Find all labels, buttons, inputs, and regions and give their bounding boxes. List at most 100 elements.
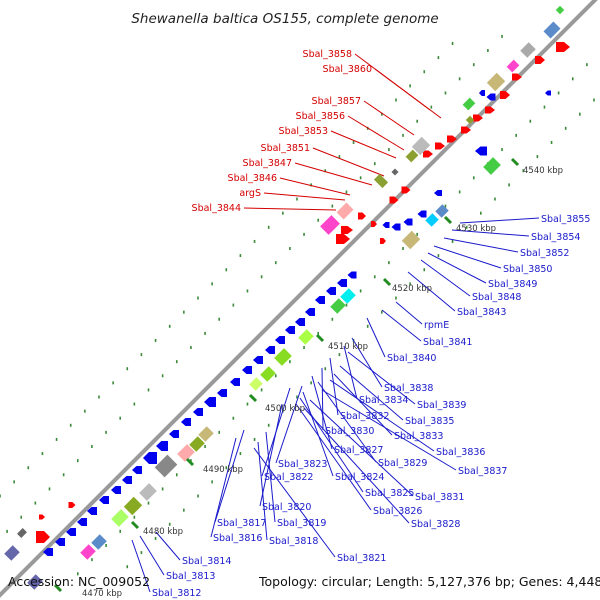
- gene-label-reverse: Sbal_3830: [325, 426, 374, 437]
- position-dot: [76, 572, 79, 576]
- position-dot: [458, 190, 461, 194]
- gene-arrow: [55, 538, 65, 546]
- position-dot: [501, 148, 503, 152]
- position-dot: [409, 282, 411, 286]
- gene-arrow: [371, 221, 377, 227]
- label-connector: [420, 259, 471, 297]
- gene-feature: [274, 348, 292, 366]
- gene-feature: [111, 509, 129, 527]
- gene-label-reverse: Sbal_3822: [264, 472, 313, 483]
- position-dot: [444, 204, 447, 208]
- position-dot: [529, 119, 532, 123]
- gene-label-reverse: Sbal_3831: [415, 492, 464, 503]
- gene-arrow: [347, 271, 357, 279]
- gene-label-reverse: Sbal_3824: [335, 472, 384, 483]
- position-dot: [373, 162, 376, 166]
- position-dot: [487, 49, 489, 53]
- gene-label-reverse: Sbal_3826: [373, 506, 422, 517]
- gene-label-reverse: Sbal_3814: [182, 556, 231, 567]
- gene-feature: [177, 444, 195, 462]
- position-dot: [140, 551, 143, 555]
- gene-feature: [298, 329, 314, 345]
- gene-feature: [462, 97, 476, 111]
- map-title: Shewanella baltica OS155, complete genom…: [131, 11, 438, 27]
- scale-label: 4520 kbp: [392, 284, 432, 294]
- position-dot: [154, 338, 157, 342]
- gene-label-reverse: Sbal_3836: [436, 447, 485, 458]
- position-dot: [119, 416, 122, 420]
- position-dot: [303, 232, 305, 236]
- position-dot: [27, 466, 30, 470]
- position-dot: [211, 282, 213, 286]
- position-dot: [154, 536, 157, 540]
- position-dot: [451, 239, 454, 243]
- position-dot: [402, 133, 404, 137]
- position-dot: [359, 289, 362, 293]
- gene-feature: [435, 204, 449, 218]
- position-dot: [557, 91, 560, 95]
- gene-label-forward: Sbal_3856: [296, 111, 345, 122]
- gene-label-reverse: Sbal_3838: [384, 383, 433, 394]
- position-dot: [381, 112, 383, 116]
- label-connector: [381, 309, 422, 342]
- position-dot: [508, 183, 510, 187]
- position-dot: [225, 268, 228, 272]
- label-connector: [443, 237, 519, 253]
- position-dot: [345, 303, 348, 307]
- gene-label-forward: Sbal_3853: [279, 126, 328, 137]
- gene-arrow: [295, 318, 305, 326]
- gene-arrow: [336, 234, 350, 244]
- gene-arrow: [87, 507, 97, 515]
- position-dot: [246, 402, 249, 406]
- gene-label-forward: Sbal_3844: [192, 203, 241, 214]
- position-dot: [289, 247, 291, 251]
- label-connector: [395, 301, 423, 325]
- position-dot: [444, 91, 447, 95]
- gene-arrow: [275, 336, 285, 344]
- gene-label-reverse: Sbal_3849: [488, 279, 537, 290]
- label-connector: [257, 441, 268, 541]
- position-dot: [430, 105, 433, 109]
- gene-feature: [555, 5, 565, 15]
- gene-label-reverse: rpmE: [424, 320, 449, 331]
- position-dot: [253, 437, 256, 441]
- position-dot: [366, 324, 369, 328]
- position-dot: [472, 176, 475, 180]
- position-dot: [126, 367, 129, 371]
- gene-arrow: [111, 486, 121, 494]
- position-dots: [0, 34, 595, 576]
- gene-label-reverse: Sbal_3852: [520, 248, 569, 259]
- gene-arrow: [341, 226, 353, 234]
- gene-arrow: [380, 238, 386, 244]
- scale-label: 4510 kbp: [328, 342, 368, 352]
- gene-arrow: [417, 210, 427, 218]
- gene-label-forward: Sbal_3858: [303, 49, 352, 60]
- gene-arrow: [403, 218, 413, 226]
- label-connector-lines: [131, 53, 540, 593]
- gene-arrow: [156, 441, 168, 451]
- scale-tick: [510, 157, 520, 167]
- gene-label-reverse: Sbal_3833: [394, 431, 443, 442]
- position-dot: [91, 445, 93, 449]
- position-dot: [388, 261, 390, 265]
- gene-label-reverse: Sbal_3819: [277, 518, 326, 529]
- position-dot: [105, 544, 107, 548]
- position-dot: [501, 34, 503, 38]
- gene-arrow: [193, 408, 203, 416]
- gene-label-reverse: Sbal_3816: [213, 533, 262, 544]
- gene-arrow: [479, 90, 485, 96]
- position-dot: [345, 190, 348, 194]
- gene-feature: [189, 436, 205, 452]
- position-dot: [409, 84, 411, 88]
- label-connector: [155, 531, 181, 561]
- gene-feature: [506, 59, 520, 73]
- label-connector: [333, 373, 393, 436]
- label-connector: [321, 367, 324, 431]
- position-dot: [112, 381, 114, 385]
- position-dot: [260, 275, 263, 279]
- position-dot: [183, 508, 185, 512]
- label-connector: [312, 147, 385, 177]
- gene-feature: [405, 149, 419, 163]
- gene-label-reverse: Sbal_3813: [166, 571, 215, 582]
- label-connector: [309, 399, 414, 497]
